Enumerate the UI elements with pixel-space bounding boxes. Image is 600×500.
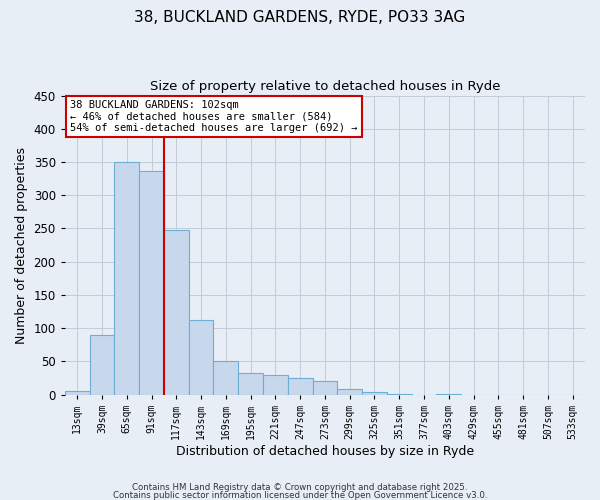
Bar [214,362,238,394]
Text: Contains HM Land Registry data © Crown copyright and database right 2025.: Contains HM Land Registry data © Crown c… [132,484,468,492]
Bar [238,374,263,394]
Y-axis label: Number of detached properties: Number of detached properties [15,146,28,344]
Text: 38, BUCKLAND GARDENS, RYDE, PO33 3AG: 38, BUCKLAND GARDENS, RYDE, PO33 3AG [134,10,466,25]
Bar [89,335,115,394]
X-axis label: Distribution of detached houses by size in Ryde: Distribution of detached houses by size … [176,444,474,458]
Bar [288,378,313,394]
Bar [362,392,387,394]
Bar [65,390,89,394]
Bar [313,382,337,394]
Bar [263,374,288,394]
Bar [188,320,214,394]
Title: Size of property relative to detached houses in Ryde: Size of property relative to detached ho… [149,80,500,93]
Bar [115,162,139,394]
Text: 38 BUCKLAND GARDENS: 102sqm
← 46% of detached houses are smaller (584)
54% of se: 38 BUCKLAND GARDENS: 102sqm ← 46% of det… [70,100,358,133]
Text: Contains public sector information licensed under the Open Government Licence v3: Contains public sector information licen… [113,490,487,500]
Bar [337,388,362,394]
Bar [164,230,188,394]
Bar [139,172,164,394]
